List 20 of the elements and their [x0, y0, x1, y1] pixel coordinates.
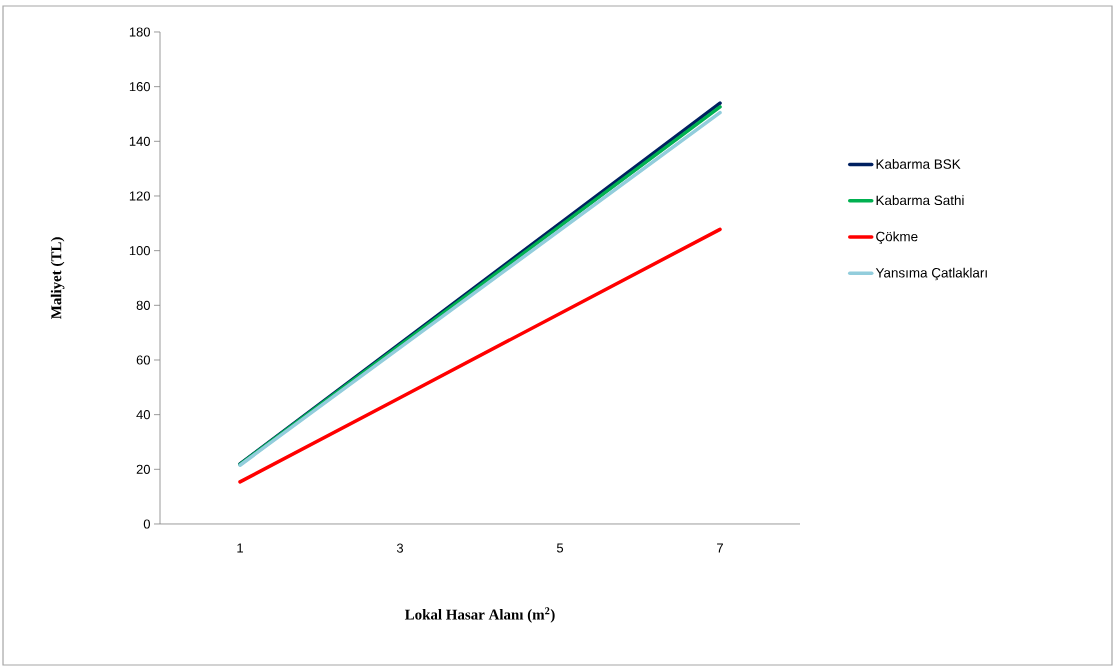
y-tick-label: 0 [143, 519, 150, 529]
y-tick-label: 180 [129, 27, 150, 37]
x-tick-label: 5 [556, 543, 564, 553]
y-tick-label: 140 [129, 136, 150, 146]
y-axis-title: Maliyet (TL) [50, 237, 65, 320]
y-tick-label: 60 [136, 355, 150, 365]
y-tick-label: 160 [129, 82, 150, 92]
x-tick-label: 7 [717, 543, 723, 553]
y-tick-label: 100 [129, 246, 150, 256]
x-axis-title: Lokal Hasar Alanı (m$^{2}$) [404, 607, 555, 623]
legend-label: Yansıma Çatlakları [875, 267, 987, 281]
y-tick-label: 80 [136, 300, 150, 310]
x-tick-label: 1 [237, 543, 243, 553]
y-tick-label: 120 [129, 191, 150, 201]
legend-label: Kabarma Sathi [876, 195, 964, 206]
y-tick-label: 20 [136, 464, 150, 474]
y-tick-label: 40 [136, 410, 150, 420]
legend-label: Kabarma BSK [876, 158, 961, 169]
legend-label: Çökme [876, 231, 918, 245]
x-tick-label: 3 [396, 543, 404, 553]
